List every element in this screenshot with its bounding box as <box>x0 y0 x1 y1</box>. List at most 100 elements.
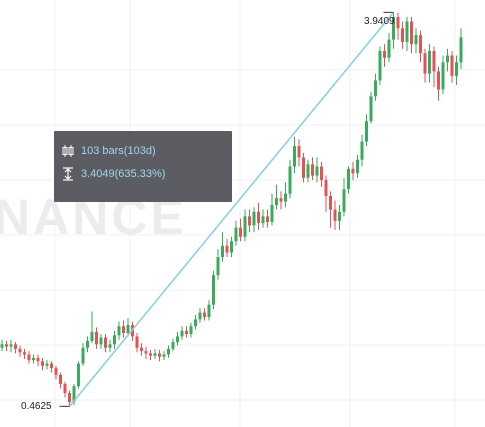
measure-trend-line[interactable] <box>68 11 395 407</box>
candle <box>77 361 80 389</box>
candle-body <box>383 50 386 58</box>
candle <box>99 334 103 349</box>
candle <box>333 200 337 230</box>
candle-body <box>302 157 305 178</box>
candle <box>221 232 224 262</box>
candle <box>302 152 305 183</box>
candle-body <box>162 354 166 357</box>
candle-body <box>450 55 454 76</box>
candle-body <box>32 357 35 361</box>
candle-body <box>378 50 382 81</box>
candle-body <box>27 354 31 361</box>
candle <box>266 209 269 228</box>
candle-body <box>185 330 188 335</box>
candle-body <box>135 336 139 348</box>
candle <box>392 12 395 49</box>
candle-body <box>374 80 377 97</box>
candle <box>401 21 404 49</box>
candle-body <box>176 336 179 343</box>
candle <box>63 381 67 398</box>
candle <box>288 159 292 199</box>
candle <box>329 191 332 228</box>
candle <box>90 311 94 344</box>
candle-body <box>419 35 422 54</box>
candle <box>194 314 197 330</box>
candle-body <box>50 363 53 369</box>
candle-body <box>95 331 98 345</box>
candle <box>117 321 121 340</box>
candle <box>455 55 458 85</box>
candle <box>383 44 386 67</box>
candle <box>243 209 247 242</box>
candle <box>378 46 382 85</box>
price-change-text: 3.4049(635.33%) <box>81 168 166 180</box>
start-price-label: 0.4625 <box>21 401 52 412</box>
candle-body <box>9 344 13 347</box>
candle-body <box>23 352 26 355</box>
candle-body <box>243 216 247 237</box>
candle <box>351 161 355 181</box>
candle <box>315 157 319 183</box>
candle <box>162 351 166 361</box>
candle-body <box>446 55 449 63</box>
candle <box>239 218 242 242</box>
candle <box>167 345 170 358</box>
candle-body <box>396 16 400 29</box>
candle <box>216 249 220 280</box>
candle-body <box>167 348 170 355</box>
candle <box>135 332 139 353</box>
candle-body <box>45 363 49 366</box>
candle-body <box>149 353 152 356</box>
candle <box>257 202 260 230</box>
bars-row: 103 bars(103d) <box>62 144 156 158</box>
candle <box>275 184 278 210</box>
candle-body <box>405 21 409 42</box>
candle-body <box>81 347 85 364</box>
candle-body <box>261 216 265 224</box>
candles-icon <box>62 145 74 157</box>
candle <box>320 161 323 187</box>
candle <box>432 46 436 88</box>
measure-info-box: 103 bars(103d) 3.4049(635.33%) <box>54 131 232 202</box>
candle-body <box>144 351 148 354</box>
candle-body <box>126 325 130 333</box>
candle-body <box>351 168 355 174</box>
candle-body <box>365 121 368 142</box>
candle-body <box>279 198 283 202</box>
candle-body <box>68 393 71 403</box>
candle <box>185 326 188 338</box>
candle-body <box>293 146 296 167</box>
candle-body <box>284 193 287 202</box>
candle <box>459 28 463 70</box>
candle <box>284 182 287 208</box>
candle <box>113 330 116 349</box>
candle-body <box>257 211 260 224</box>
candle <box>306 159 310 183</box>
candle <box>252 207 256 233</box>
candle-body <box>203 312 206 318</box>
candle <box>387 32 391 63</box>
candle <box>144 346 148 360</box>
candle-body <box>140 347 143 352</box>
candle <box>104 334 107 353</box>
candle <box>225 238 229 258</box>
candle-body <box>414 35 418 45</box>
candle-body <box>266 216 269 222</box>
candle-body <box>104 337 107 348</box>
candle <box>50 361 53 373</box>
candle-body <box>153 353 157 356</box>
candle <box>423 48 427 83</box>
candle-body <box>239 227 242 237</box>
candle <box>207 300 211 321</box>
candle <box>41 357 44 371</box>
candle-body <box>306 164 310 178</box>
candle <box>68 390 71 407</box>
candle-body <box>72 386 76 403</box>
candle-body <box>113 335 116 345</box>
candle-body <box>333 209 337 221</box>
candle-body <box>77 363 80 387</box>
candle-body <box>320 166 323 181</box>
